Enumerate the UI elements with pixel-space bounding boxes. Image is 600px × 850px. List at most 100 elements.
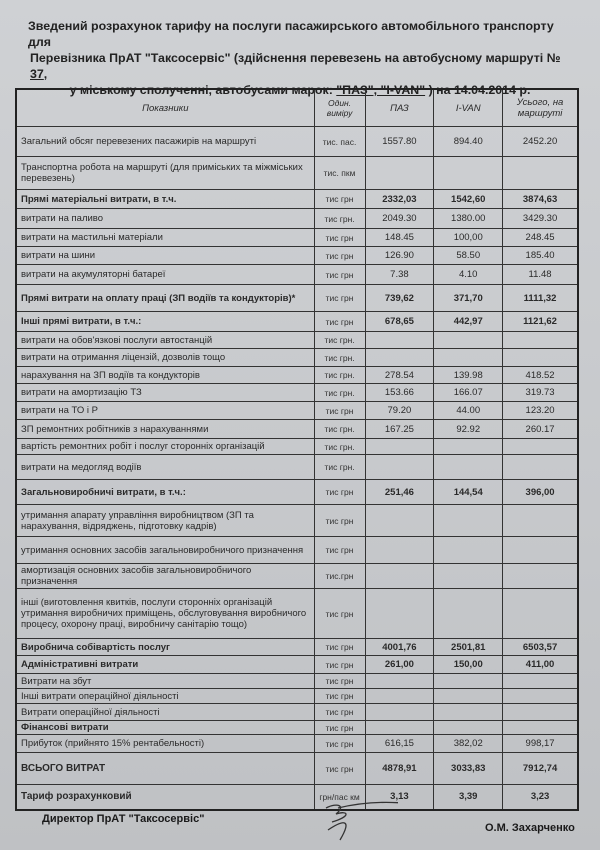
value-ivan: 100,00	[433, 228, 504, 247]
value-total: 2452.20	[502, 126, 579, 157]
value-paz: 7.38	[364, 264, 435, 285]
row-label: витрати на отримання ліцензій, дозволів …	[15, 348, 315, 367]
row-unit: тис грн	[313, 703, 366, 721]
table-row: ЗП ремонтних робітників з нарахуваннями т…	[15, 419, 579, 439]
value-total	[502, 438, 579, 455]
table-row: ВСЬОГО ВИТРАТ тис грн 4878,91 3033,83 7912,7…	[15, 752, 579, 785]
value-paz: 153.66	[364, 383, 435, 402]
value-total: 3429.30	[502, 208, 579, 229]
row-label: витрати на обов'язкові послуги автостанц…	[15, 331, 315, 349]
row-label: витрати на медогляд водіїв	[15, 454, 315, 480]
signature-icon	[325, 801, 398, 841]
table-row: Прямі витрати на оплату праці (ЗП водіїв…	[15, 284, 579, 312]
value-paz: 678,65	[364, 311, 435, 332]
row-label: Інші витрати операційної діяльності	[15, 688, 315, 704]
header-ivan: I-VAN	[433, 88, 504, 127]
table-row: витрати на обов'язкові послуги автостанц…	[15, 331, 579, 349]
row-unit: тис грн	[313, 536, 366, 564]
value-ivan: 382,02	[433, 734, 504, 753]
title-line-2-text: Перевізника ПрАТ "Таксосервіс" (здійснен…	[30, 51, 561, 65]
value-total	[502, 536, 579, 564]
value-total	[502, 688, 579, 704]
value-ivan	[433, 588, 504, 639]
value-total: 1111,32	[502, 284, 579, 312]
value-paz	[364, 536, 435, 564]
row-unit: тис грн	[313, 655, 366, 674]
value-paz	[364, 673, 435, 689]
value-paz	[364, 588, 435, 639]
value-ivan: 92.92	[433, 419, 504, 439]
row-label: Тариф розрахунковий	[15, 784, 315, 810]
row-unit: тис грн.	[313, 383, 366, 402]
value-ivan: 139.98	[433, 366, 504, 384]
header-unit: Один. виміру	[313, 88, 366, 127]
value-paz: 2049.30	[364, 208, 435, 229]
row-label: інші (виготовлення квитків, послуги стор…	[15, 588, 315, 639]
row-unit: тис.грн	[313, 563, 366, 589]
value-total: 396,00	[502, 479, 579, 505]
value-paz: 251,46	[364, 479, 435, 505]
table-row: Витрати операційної діяльності тис грн	[15, 703, 579, 721]
table-row: Фінансові витрати тис грн	[15, 720, 579, 735]
row-unit: тис грн	[313, 504, 366, 537]
value-paz	[364, 454, 435, 480]
value-ivan: 4.10	[433, 264, 504, 285]
row-unit: тис грн	[313, 588, 366, 639]
value-total: 411,00	[502, 655, 579, 674]
table-row: утримання основних засобів загальновироб…	[15, 536, 579, 564]
table-row: Тариф розрахунковий грн/пас км 3,13 3,39 3,2…	[15, 784, 579, 810]
row-unit: грн/пас км	[313, 784, 366, 810]
row-unit: тис грн.	[313, 366, 366, 384]
document-title: Зведений розрахунок тарифу на послуги па…	[20, 18, 580, 98]
value-paz: 1557.80	[364, 126, 435, 157]
table-row: Інші прямі витрати, в т.ч.: тис грн 678,65…	[15, 311, 579, 332]
value-ivan: 894.40	[433, 126, 504, 157]
row-unit: тис грн	[313, 638, 366, 656]
value-paz: 278.54	[364, 366, 435, 384]
row-label: Інші прямі витрати, в т.ч.:	[15, 311, 315, 332]
value-paz	[364, 720, 435, 735]
row-unit: тис грн	[313, 673, 366, 689]
row-label: витрати на шини	[15, 246, 315, 265]
value-paz	[364, 703, 435, 721]
table-row: Транспортна робота на маршруті (для прим…	[15, 156, 579, 190]
table-row: витрати на отримання ліцензій, дозволів …	[15, 348, 579, 367]
row-label: Фінансові витрати	[15, 720, 315, 735]
table-row: Витрати на збут тис грн	[15, 673, 579, 689]
row-unit: тис грн	[313, 246, 366, 265]
director-name: О.М. Захарченко	[485, 822, 575, 834]
value-paz: 148.45	[364, 228, 435, 247]
table-row: витрати на медогляд водіїв тис грн.	[15, 454, 579, 480]
value-paz	[364, 331, 435, 349]
value-total: 6503,57	[502, 638, 579, 656]
value-total: 418.52	[502, 366, 579, 384]
row-unit: тис грн	[313, 734, 366, 753]
value-ivan: 3,39	[433, 784, 504, 810]
row-unit: тис грн.	[313, 454, 366, 480]
value-paz	[364, 348, 435, 367]
value-total	[502, 720, 579, 735]
row-label: витрати на мастильні матеріали	[15, 228, 315, 247]
row-unit: тис грн	[313, 189, 366, 209]
header-paz: ПАЗ	[364, 88, 435, 127]
row-label: витрати на акумуляторні батареї	[15, 264, 315, 285]
value-total	[502, 588, 579, 639]
table-row: Адміністративні витрати тис грн 261,00 150,…	[15, 655, 579, 674]
row-label: амортизація основних засобів загальновир…	[15, 563, 315, 589]
row-unit: тис грн	[313, 228, 366, 247]
value-total	[502, 673, 579, 689]
value-total	[502, 703, 579, 721]
route-number: 37	[30, 67, 44, 81]
value-total: 185.40	[502, 246, 579, 265]
value-ivan	[433, 703, 504, 721]
value-total	[502, 454, 579, 480]
table-row: вартість ремонтних робіт і послуг сторон…	[15, 438, 579, 455]
row-label: утримання апарату управління виробництво…	[15, 504, 315, 537]
table-row: витрати на амортизацію ТЗ тис грн. 153.66 1…	[15, 383, 579, 402]
value-total: 11.48	[502, 264, 579, 285]
value-total	[502, 504, 579, 537]
value-ivan: 1380.00	[433, 208, 504, 229]
table-row: витрати на акумуляторні батареї тис грн 7.…	[15, 264, 579, 285]
table-row: Прямі матеріальні витрати, в т.ч. тис грн…	[15, 189, 579, 209]
